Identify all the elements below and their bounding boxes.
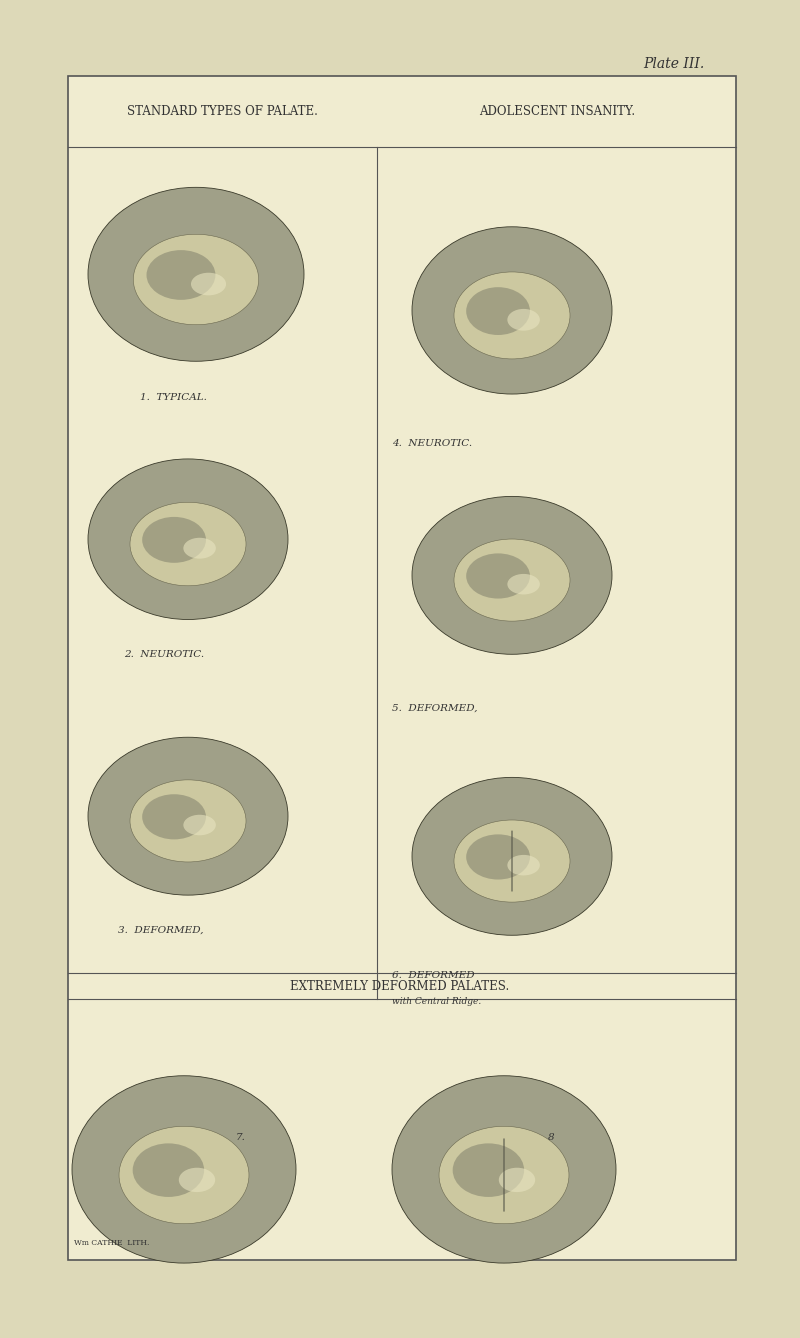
Ellipse shape <box>439 1127 569 1224</box>
Ellipse shape <box>454 539 570 621</box>
Ellipse shape <box>412 777 612 935</box>
Ellipse shape <box>142 795 206 839</box>
Ellipse shape <box>142 516 206 563</box>
Bar <box>68 76 736 1260</box>
Text: STANDARD TYPES OF PALATE.: STANDARD TYPES OF PALATE. <box>127 106 318 118</box>
Text: with Central Ridge.: with Central Ridge. <box>392 997 482 1006</box>
Text: EXTREMELY DEFORMED PALATES.: EXTREMELY DEFORMED PALATES. <box>290 979 510 993</box>
Text: 2.  NEUROTIC.: 2. NEUROTIC. <box>124 650 204 660</box>
Text: 6.  DEFORMED: 6. DEFORMED <box>392 971 474 981</box>
Ellipse shape <box>453 1144 524 1198</box>
Ellipse shape <box>179 1168 215 1192</box>
Text: ADOLESCENT INSANITY.: ADOLESCENT INSANITY. <box>478 106 634 118</box>
Ellipse shape <box>454 820 570 902</box>
Text: 3.  DEFORMED,: 3. DEFORMED, <box>118 926 204 935</box>
Ellipse shape <box>507 309 540 330</box>
Ellipse shape <box>88 737 288 895</box>
Ellipse shape <box>133 1144 204 1198</box>
Ellipse shape <box>507 855 540 875</box>
Ellipse shape <box>466 835 530 879</box>
Ellipse shape <box>507 574 540 594</box>
Ellipse shape <box>191 273 226 296</box>
Ellipse shape <box>183 815 216 835</box>
Ellipse shape <box>130 502 246 586</box>
Ellipse shape <box>412 227 612 395</box>
Ellipse shape <box>146 250 215 300</box>
Text: 4.  NEUROTIC.: 4. NEUROTIC. <box>392 439 472 448</box>
Ellipse shape <box>183 538 216 559</box>
Text: 5.  DEFORMED,: 5. DEFORMED, <box>392 704 478 713</box>
Ellipse shape <box>119 1127 249 1224</box>
Ellipse shape <box>466 554 530 598</box>
Text: Wm CATHIE  LITH.: Wm CATHIE LITH. <box>74 1239 149 1247</box>
Ellipse shape <box>88 187 304 361</box>
Ellipse shape <box>466 288 530 334</box>
Text: Plate III.: Plate III. <box>642 58 704 71</box>
Ellipse shape <box>412 496 612 654</box>
Ellipse shape <box>88 459 288 619</box>
Text: 8: 8 <box>548 1133 554 1143</box>
Ellipse shape <box>454 272 570 359</box>
Ellipse shape <box>72 1076 296 1263</box>
Text: 1.  TYPICAL.: 1. TYPICAL. <box>140 393 207 403</box>
Ellipse shape <box>130 780 246 862</box>
Ellipse shape <box>134 234 258 325</box>
Ellipse shape <box>499 1168 535 1192</box>
Ellipse shape <box>392 1076 616 1263</box>
Text: 7.: 7. <box>236 1133 246 1143</box>
